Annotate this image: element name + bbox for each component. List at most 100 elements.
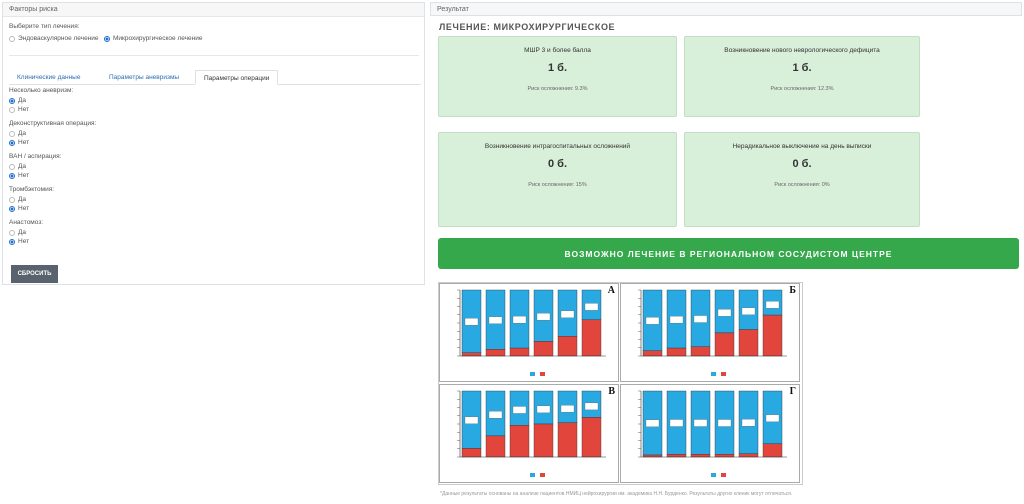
panel-letter: Г <box>789 386 796 397</box>
radio-selected-icon <box>104 35 110 42</box>
bar-label-box <box>488 411 503 419</box>
card-risk: Риск осложнения: 12.3% <box>770 86 834 92</box>
panel-letter: В <box>608 386 615 397</box>
option-label: Да <box>18 196 27 203</box>
option-label: Да <box>18 97 27 104</box>
question-no-radio[interactable]: Нет <box>9 205 29 212</box>
chart-panel-a: А <box>439 283 619 382</box>
bar-red-segment <box>557 422 578 458</box>
bar-red-segment <box>461 352 482 357</box>
option-label: Нет <box>18 205 30 212</box>
bar-red-segment <box>666 454 687 458</box>
question-yes-radio[interactable]: Да <box>9 130 26 137</box>
bar-red-segment <box>642 350 663 357</box>
legend-swatch <box>530 473 535 477</box>
question-yes-radio[interactable]: Да <box>9 229 26 236</box>
bar-red-segment <box>738 453 759 458</box>
divider <box>9 55 419 56</box>
bar-label-box <box>512 315 527 324</box>
chart-d-svg <box>638 390 787 477</box>
bar-label-box <box>669 315 684 324</box>
chart-b-svg <box>638 289 787 376</box>
question-label: Деконструктивная операция: <box>9 120 97 127</box>
bar-label-box <box>512 406 527 414</box>
question-yes-radio[interactable]: Да <box>9 196 26 203</box>
bar-red-segment <box>509 425 530 458</box>
tab-clinical-data[interactable]: Клинические данные <box>17 74 81 81</box>
card-risk: Риск осложнения: 0% <box>774 182 830 188</box>
reset-button[interactable]: СБРОСИТЬ <box>11 265 58 283</box>
chart-a-svg <box>457 289 606 376</box>
option-label: Нет <box>18 172 30 179</box>
card-risk: Риск осложнения: 9.3% <box>527 86 588 92</box>
treatment-heading: ЛЕЧЕНИЕ: МИКРОХИРУРГИЧЕСКОЕ <box>439 22 616 32</box>
bar-red-segment <box>461 448 482 458</box>
question-no-radio[interactable]: Нет <box>9 172 29 179</box>
card-score: 0 б. <box>547 158 568 170</box>
option-label: Да <box>18 229 27 236</box>
card-title: МШР 3 и более балла <box>524 47 591 54</box>
radio-icon <box>9 172 15 179</box>
question-label: Несколько аневризм: <box>9 87 74 94</box>
bar-label-box <box>765 414 780 422</box>
bar-label-box <box>536 313 551 321</box>
question-yes-radio[interactable]: Да <box>9 163 26 170</box>
radio-icon <box>9 196 15 203</box>
bar-label-box <box>464 318 479 326</box>
option-label: Нет <box>18 238 30 245</box>
bar-red-segment <box>666 347 687 357</box>
result-card-radical-exclusion: Нерадикальное выключение на день выписки… <box>684 132 920 227</box>
legend-swatch <box>540 473 545 477</box>
bar-red-segment <box>533 423 554 458</box>
card-score: 1 б. <box>547 62 568 74</box>
bar-red-segment <box>714 332 735 357</box>
treatment-endovascular-label: Эндоваскулярное лечение <box>18 35 99 42</box>
legend-swatch <box>711 473 716 477</box>
bar-red-segment <box>581 417 602 458</box>
question-no-radio[interactable]: Нет <box>9 106 29 113</box>
bar-label-box <box>765 301 780 309</box>
bar-label-box <box>717 419 732 427</box>
chart-panel-b: Б <box>620 283 800 382</box>
question-label: Анастомоз: <box>9 219 44 226</box>
bar-label-box <box>488 316 503 324</box>
tab-aneurysm-params[interactable]: Параметры аневризмы <box>109 74 180 81</box>
question-no-radio[interactable]: Нет <box>9 139 29 146</box>
radio-icon <box>9 229 15 236</box>
radio-icon <box>9 163 15 170</box>
treatment-endovascular-radio[interactable]: Эндоваскулярное лечение <box>9 35 99 42</box>
radio-icon <box>9 130 15 137</box>
recommendation-banner: ВОЗМОЖНО ЛЕЧЕНИЕ В РЕГИОНАЛЬНОМ СОСУДИСТ… <box>438 238 1019 269</box>
bar-red-segment <box>509 347 530 357</box>
card-score: 0 б. <box>792 158 812 170</box>
question-no-radio[interactable]: Нет <box>9 238 29 245</box>
card-score: 1 б. <box>792 62 812 74</box>
bar-label-box <box>645 317 660 325</box>
bar-red-segment <box>690 346 711 357</box>
radio-icon <box>9 97 15 104</box>
card-title: Возникновение интрагоспитальных осложнен… <box>484 143 631 150</box>
legend-swatch <box>540 372 545 376</box>
radio-icon <box>9 205 15 212</box>
radio-icon <box>9 106 15 113</box>
bar-label-box <box>669 419 684 427</box>
panel-letter: А <box>607 285 615 296</box>
result-panel: Результат ЛЕЧЕНИЕ: МИКРОХИРУРГИЧЕСКОЕ МШ… <box>430 2 1022 502</box>
question-yes-radio[interactable]: Да <box>9 97 26 104</box>
bar-red-segment <box>690 454 711 458</box>
legend-swatch <box>530 372 535 376</box>
risk-factors-header: Факторы риска <box>3 3 424 17</box>
result-header: Результат <box>430 2 1022 16</box>
treatment-microsurgical-label: Микрохирургическое лечение <box>113 35 203 42</box>
card-title: Возникновение нового неврологического де… <box>724 47 880 54</box>
radio-icon <box>9 139 15 146</box>
question-label: Тромбэктомия: <box>9 186 55 193</box>
option-label: Да <box>18 130 27 137</box>
panel-letter: Б <box>789 285 796 296</box>
tab-operation-params[interactable]: Параметры операции <box>195 70 279 85</box>
treatment-microsurgical-radio[interactable]: Микрохирургическое лечение <box>104 35 203 42</box>
bar-label-box <box>693 419 708 427</box>
radio-icon <box>9 35 15 42</box>
legend-swatch <box>721 473 726 477</box>
card-risk: Риск осложнения: 15% <box>528 182 587 188</box>
